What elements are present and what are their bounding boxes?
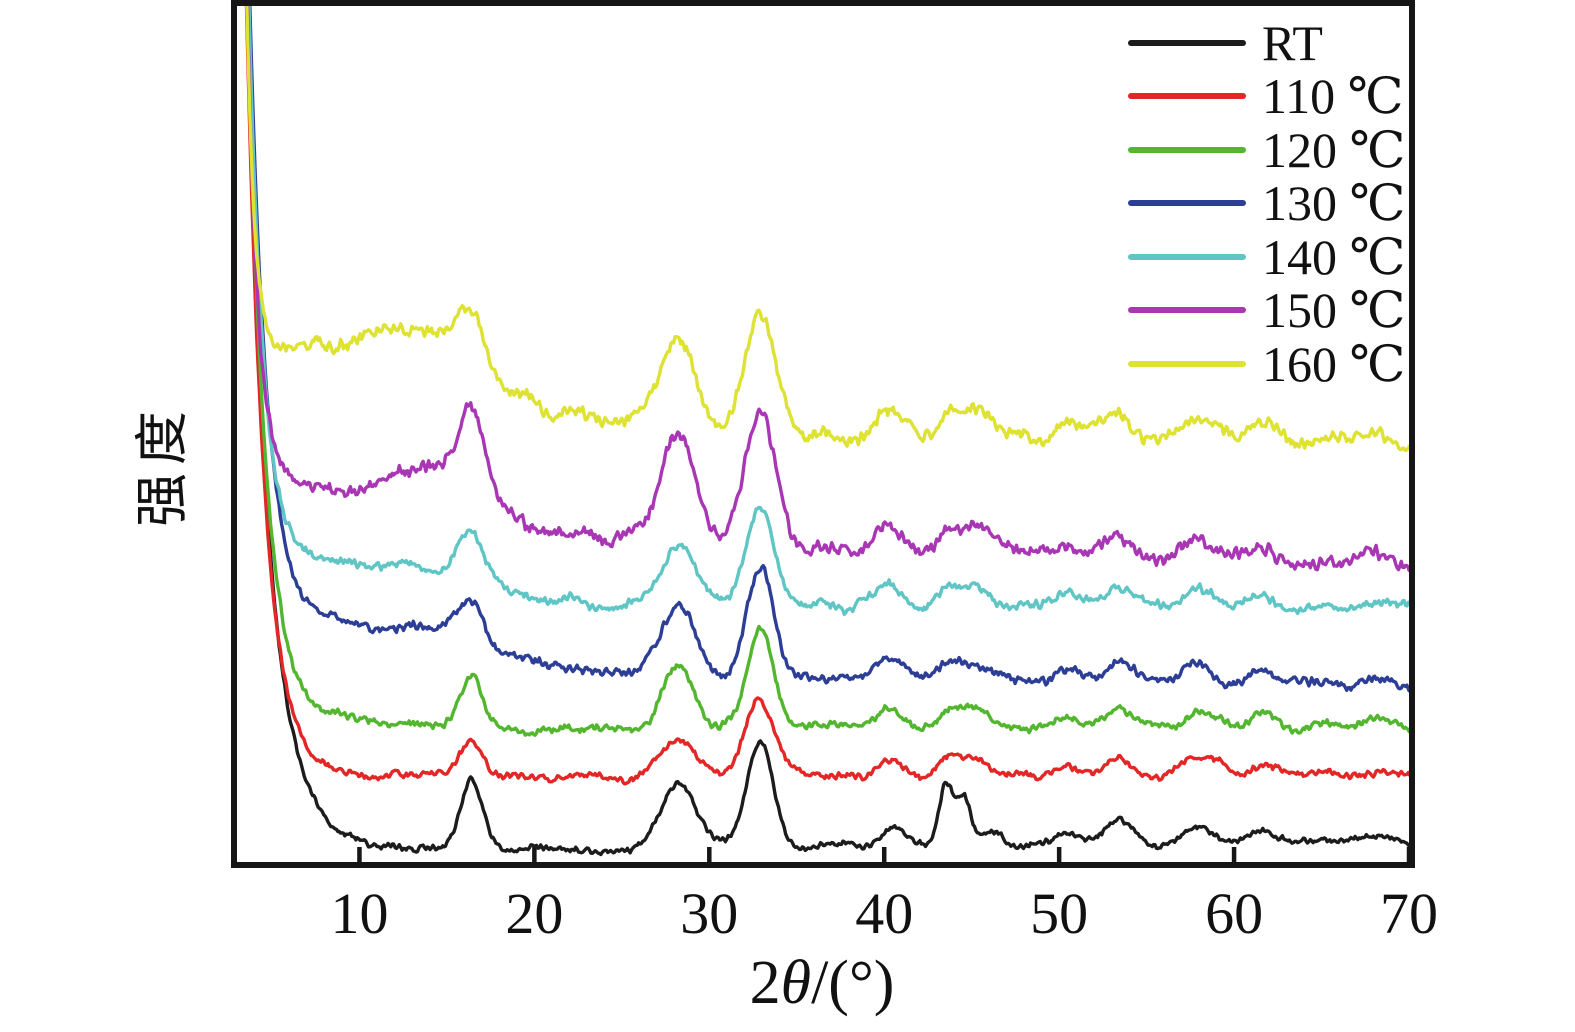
legend-swatch	[1128, 93, 1246, 100]
plot-area	[231, 0, 1415, 868]
x-tick-label-50: 50	[1030, 881, 1089, 946]
series-curve-120C	[245, 6, 1409, 737]
x-axis-label-suffix: /(°)	[811, 949, 895, 1017]
series-curve-150C	[245, 6, 1409, 572]
legend-label: 160 ℃	[1262, 335, 1406, 392]
legend-label: 120 ℃	[1262, 121, 1406, 178]
x-tick-label-20: 20	[505, 881, 564, 946]
legend-swatch	[1128, 200, 1246, 207]
x-tick-label-30: 30	[680, 881, 739, 946]
legend-item-130C: 130 ℃	[1128, 177, 1405, 231]
legend-label: 110 ℃	[1262, 68, 1404, 125]
legend-item-110C: 110 ℃	[1128, 70, 1405, 124]
series-curve-130C	[248, 6, 1409, 693]
legend-label: 140 ℃	[1262, 228, 1406, 285]
x-tick-label-70: 70	[1380, 881, 1438, 946]
series-curve-160C	[245, 6, 1409, 453]
legend: RT 110 ℃ 120 ℃ 130 ℃ 140 ℃ 150 ℃ 160 ℃	[1128, 16, 1405, 391]
legend-swatch	[1128, 307, 1246, 314]
legend-swatch	[1128, 39, 1246, 46]
legend-swatch	[1128, 253, 1246, 260]
xrd-curves-svg	[244, 6, 1409, 862]
legend-item-160C: 160 ℃	[1128, 337, 1405, 391]
y-axis-label: 强度	[132, 403, 193, 527]
legend-swatch	[1128, 360, 1246, 367]
legend-item-120C: 120 ℃	[1128, 123, 1405, 177]
x-axis-label-prefix: 2	[749, 949, 781, 1017]
x-tick-label-40: 40	[855, 881, 914, 946]
legend-label: 130 ℃	[1262, 175, 1406, 232]
legend-swatch	[1128, 146, 1246, 153]
x-axis-label-theta: θ	[780, 949, 812, 1017]
x-axis-label: 2θ/(°)	[750, 948, 895, 1019]
series-curve-140C	[247, 6, 1409, 616]
legend-item-140C: 140 ℃	[1128, 230, 1405, 284]
x-tick-label-60: 60	[1205, 881, 1264, 946]
legend-label: RT	[1262, 14, 1323, 71]
legend-item-RT: RT	[1128, 16, 1405, 70]
series-curve-110C	[244, 6, 1409, 786]
legend-label: 150 ℃	[1262, 282, 1406, 339]
series-curve-RT	[245, 6, 1409, 857]
x-tick-label-10: 10	[330, 881, 389, 946]
legend-item-150C: 150 ℃	[1128, 284, 1405, 338]
